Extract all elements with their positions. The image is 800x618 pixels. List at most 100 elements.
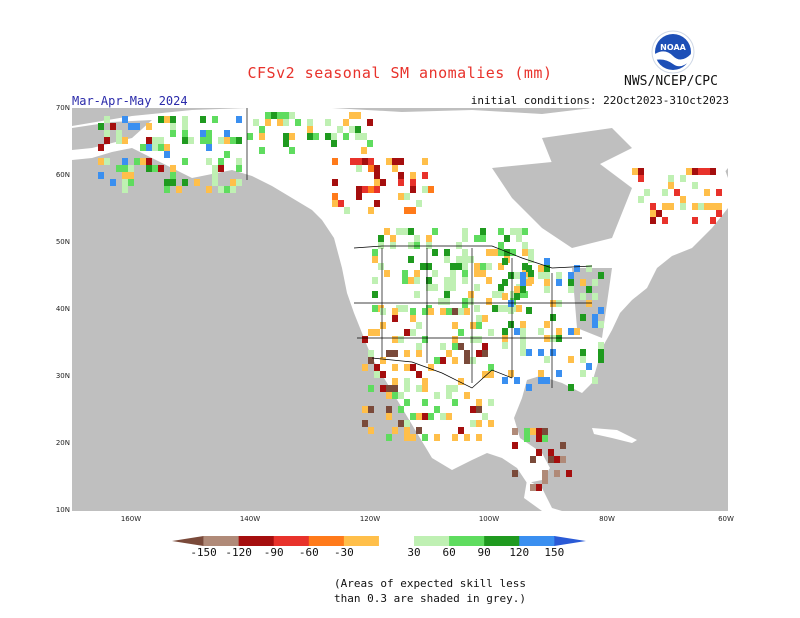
anomaly-cell [498,249,504,256]
anomaly-cell [122,172,128,179]
anomaly-cell [116,165,122,172]
anomaly-cell [402,228,408,235]
anomaly-cell [462,263,468,270]
anomaly-cell [146,137,152,144]
anomaly-cell [686,168,692,175]
anomaly-cell [456,256,462,263]
anomaly-cell [556,328,562,335]
anomaly-cell [422,308,428,315]
anomaly-cell [396,305,402,312]
anomaly-cell [504,235,510,242]
anomaly-cell [236,165,242,172]
anomaly-cell [426,284,432,291]
anomaly-cell [398,193,404,200]
anomaly-cell [361,133,367,140]
anomaly-cell [586,286,592,293]
anomaly-cell [170,130,176,137]
anomaly-cell [450,284,456,291]
anomaly-cell [668,175,674,182]
legend-swatch-9 [484,536,520,546]
anomaly-cell [526,349,532,356]
anomaly-cell [598,342,604,349]
anomaly-cell [488,329,494,336]
anomaly-cell [122,137,128,144]
anomaly-cell [536,435,542,442]
anomaly-cell [704,168,710,175]
anomaly-cell [444,277,450,284]
anomaly-cell [474,263,480,270]
legend-label-90: 90 [477,546,491,559]
anomaly-cell [368,329,374,336]
anomaly-cell [450,263,456,270]
anomaly-cell [374,200,380,207]
anomaly-cell [476,350,482,357]
anomaly-cell [542,428,548,435]
anomaly-cell [458,329,464,336]
anomaly-cell [522,263,528,270]
anomaly-cell [544,272,550,279]
anomaly-cell [414,277,420,284]
anomaly-cell [392,392,398,399]
anomaly-cell [512,442,518,449]
lat-label-10N: 10N [55,506,70,514]
anomaly-cell [356,186,362,193]
anomaly-cell [182,137,188,144]
anomaly-cell [271,112,277,119]
anomaly-cell [474,235,480,242]
anomaly-cell [128,123,134,130]
anomaly-cell [662,217,668,224]
lon-label-120W: 120W [359,515,381,523]
anomaly-cell [486,263,492,270]
anomaly-cell [386,158,392,165]
anomaly-cell [212,179,218,186]
anomaly-cell [392,336,398,343]
anomaly-cell [277,119,283,126]
lon-label-80W: 80W [599,515,615,523]
anomaly-cell [164,116,170,123]
anomaly-cell [434,392,440,399]
anomaly-cell [332,193,338,200]
anomaly-cell [158,137,164,144]
anomaly-cell [464,434,470,441]
color-legend [172,536,586,546]
legend-label-60: 60 [442,546,456,559]
anomaly-cell [384,270,390,277]
anomaly-cell [206,137,212,144]
anomaly-cell [378,263,384,270]
anomaly-cell [392,165,398,172]
legend-swatch-1 [203,536,240,546]
anomaly-cell [486,277,492,284]
anomaly-cell [344,207,350,214]
anomaly-cell [468,298,474,305]
anomaly-cell [476,399,482,406]
anomaly-cell [452,336,458,343]
anomaly-cell [530,484,536,491]
anomaly-cell [476,420,482,427]
anomaly-cell [482,413,488,420]
anomaly-cell [164,144,170,151]
anomaly-cell [380,179,386,186]
anomaly-cell [492,305,498,312]
anomaly-cell [520,286,526,293]
skill-note-line-2: than 0.3 are shaded in grey.) [333,592,527,605]
anomaly-cell [586,300,592,307]
anomaly-cell [440,343,446,350]
anomaly-cell [704,189,710,196]
anomaly-cell [152,165,158,172]
anomaly-cell [164,151,170,158]
anomaly-cell [283,119,289,126]
anomaly-cell [452,399,458,406]
anomaly-cell [502,293,508,300]
anomaly-cell [498,305,504,312]
lat-label-70N: 70N [55,104,70,112]
anomaly-cell [470,336,476,343]
agency-label: NWS/NCEP/CPC [624,74,718,89]
anomaly-cell [368,207,374,214]
legend-arrow-right [554,536,586,546]
anomaly-cell [182,123,188,130]
anomaly-cell [414,291,420,298]
anomaly-cell [176,186,182,193]
anomaly-cell [128,165,134,172]
anomaly-cell [470,357,476,364]
anomaly-cell [710,203,716,210]
